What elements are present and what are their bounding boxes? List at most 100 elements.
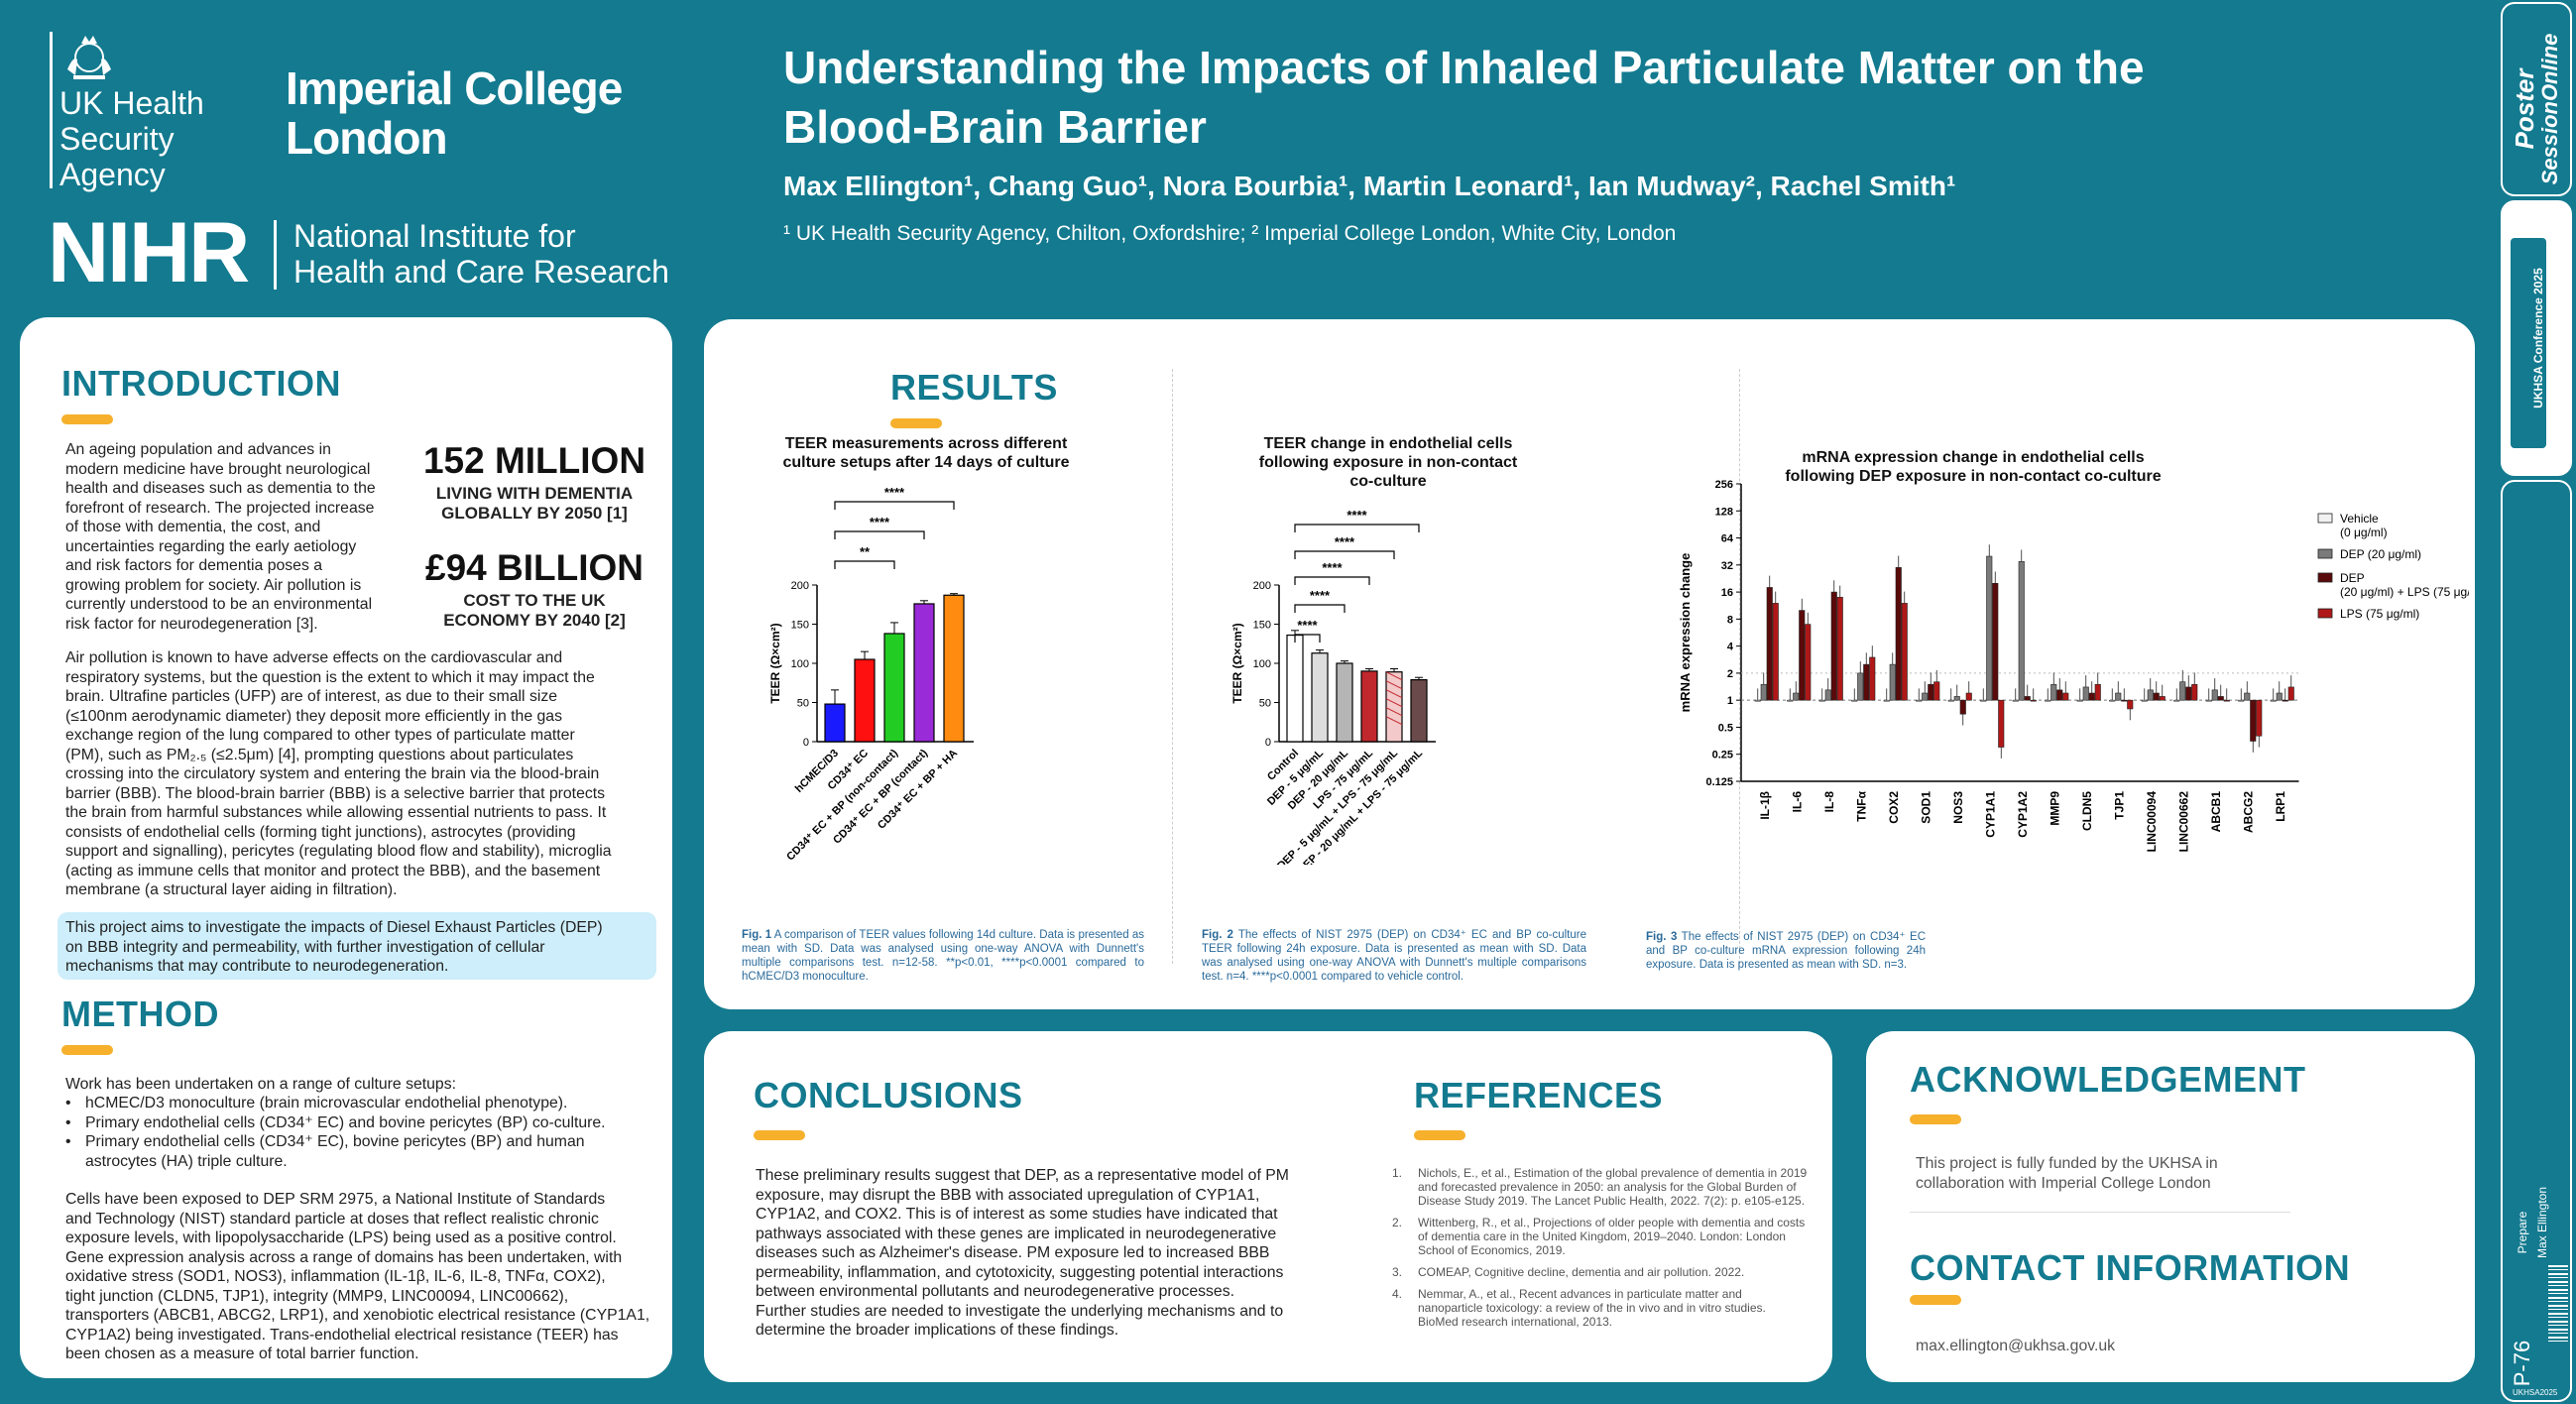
bar [1360,670,1378,743]
ack-divider [1910,1212,2290,1213]
barcode [2548,1265,2568,1345]
fig3-mrna-expression-chart: mRNA expression change in endothelial ce… [1678,449,2469,852]
references-heading: REFERENCES [1414,1075,1664,1115]
bar [1998,699,2005,748]
y-tick-label: 4 [1727,642,1734,653]
bar-hatch [1385,671,1403,681]
legend-label: Vehicle [2340,512,2379,526]
significance-bracket [834,530,925,539]
significance-label: **** [870,515,890,529]
contact-email[interactable]: max.ellington@ukhsa.gov.uk [1916,1338,2116,1354]
y-tick-label: 2 [1727,668,1733,680]
legend-label-cont: (20 μg/ml) + LPS (75 μg/ml) [2340,585,2469,599]
bar [2045,699,2051,702]
reference-item: 3. COMEAP, Cognitive decline, dementia an… [1392,1265,1745,1279]
stat-dementia-line2: GLOBALLY BY 2050 [1] [441,504,628,523]
bar [1824,689,1831,701]
poster-id: P-76 [2510,1340,2534,1387]
method-bullet: • Primary endothelial cells (CD34⁺ EC) an… [65,1113,606,1131]
significance-label: **** [884,485,905,500]
legend-label: DEP (20 μg/ml) [2340,547,2421,561]
brand-text: Poster SessionOnline [2510,33,2562,185]
bar [1889,663,1896,701]
bar [2211,689,2218,701]
y-tick-label: 8 [1727,614,1733,626]
x-tick-label: ABCG2 [2242,791,2256,833]
acknowledgement-underline [1910,1114,1961,1124]
reference-item: 1. Nichols, E., et al., Estimation of the… [1392,1166,1808,1208]
chart-title: co-culture [1349,473,1426,490]
bar [2173,699,2180,702]
bar [2088,692,2095,701]
bar [2185,686,2192,701]
fig2-caption: Fig. 2 The effects of NIST 2975 (DEP) on… [1202,929,1587,983]
bar [1830,591,1837,701]
bar [1766,587,1773,701]
bar [2012,699,2019,702]
bar [2030,699,2037,702]
results-underline [890,418,942,428]
legend-swatch [2317,572,2333,583]
x-tick-label: CD34⁺ EC + BP (non-contact) [784,747,900,863]
introduction-para2: Air pollution is known to have adverse e… [65,649,612,898]
reference-item: 2. Wittenberg, R., et al., Projections of… [1392,1216,1806,1257]
bar [1901,603,1908,701]
legend-swatch [2317,513,2333,524]
x-tick-label: IL-6 [1791,791,1805,813]
method-bullet: • hCMEC/D3 monoculture (brain microvascul… [65,1095,568,1112]
significance-label: **** [1310,588,1331,603]
aim-text: This project aims to investigate the imp… [65,919,603,975]
ukhsa-logo: UK Health Security Agency [59,85,204,192]
bar [1986,555,1993,701]
bar [2141,699,2148,702]
bar [1869,656,1876,701]
x-tick-label: CYP1A2 [2016,791,2030,838]
bar [2076,699,2083,702]
nihr-logo-divider [274,220,277,290]
y-axis-label: TEER (Ω×cm²) [1230,623,1244,703]
bar [2147,689,2154,701]
bar-hatch [1385,716,1403,726]
bar [943,594,965,743]
y-axis-label: mRNA expression change [1678,553,1693,713]
royal-crest-icon [67,36,111,79]
method-heading: METHOD [61,994,219,1034]
y-tick-label: 0.125 [1705,776,1733,788]
bar [2018,560,2025,701]
stat-dementia-value: 152 MILLION [422,440,646,481]
bar-hatch [1385,707,1403,717]
ukhsa-logo-divider [50,32,53,188]
y-tick-label: 150 [1253,620,1271,632]
poster-title: Understanding the Impacts of Inhaled Par… [783,42,2145,153]
acknowledgement-heading: ACKNOWLEDGEMENT [1910,1059,2306,1100]
x-tick-label: IL-8 [1822,791,1836,813]
significance-bracket [1294,604,1346,613]
bar [1286,634,1304,743]
significance-bracket [1294,576,1370,585]
bar [1772,603,1779,701]
y-tick-label: 16 [1721,587,1733,599]
fig1-teer-culture-chart: TEER measurements across different cultur… [768,435,1070,863]
bar-hatch [1385,698,1403,708]
bar [1754,699,1761,702]
bar [2287,686,2294,701]
method-intro: Work has been undertaken on a range of c… [65,1076,457,1093]
bar [1947,699,1954,702]
conclusions-text: These preliminary results suggest that D… [756,1167,1289,1339]
x-tick-label: CLDN5 [2080,791,2094,831]
x-tick-label: CYP1A1 [1984,791,1998,838]
prepare-label: Prepare [2516,1211,2529,1254]
bar [2082,686,2089,701]
bar [2179,681,2186,701]
y-tick-label: 150 [791,620,809,632]
bar-hatch [1385,689,1403,699]
bar [1787,699,1794,702]
bar [2094,683,2101,701]
affiliations: ¹ UK Health Security Agency, Chilton, Ox… [783,222,1677,245]
legend-label: DEP [2340,571,2365,585]
sidebar-meta: Prepare Max Ellington P-76 UKHSA2025 [2501,480,2572,1402]
bar [1916,699,1923,702]
x-tick-label: TNFα [1855,790,1869,821]
method-underline [61,1045,113,1055]
references-underline [1414,1130,1465,1140]
